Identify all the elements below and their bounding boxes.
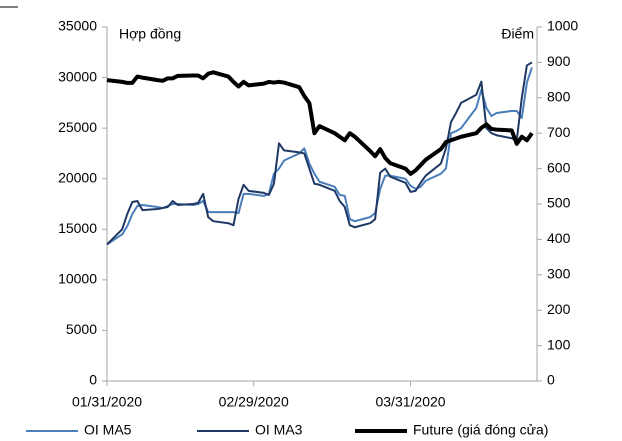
y-tick-label: 30000 bbox=[58, 68, 97, 84]
legend-label: OI MA3 bbox=[255, 422, 303, 438]
y2-tick-label: 1000 bbox=[547, 18, 578, 34]
y-tick-label: 0 bbox=[89, 372, 97, 388]
y-tick-label: 35000 bbox=[58, 18, 97, 34]
y2-tick-label: 900 bbox=[547, 53, 571, 69]
y2-tick-label: 0 bbox=[547, 372, 555, 388]
legend-label: OI MA5 bbox=[84, 422, 132, 438]
y-tick-label: 25000 bbox=[58, 119, 97, 135]
x-tick-label: 01/31/2020 bbox=[72, 394, 142, 410]
y-tick-label: 20000 bbox=[58, 169, 97, 185]
y2-tick-label: 200 bbox=[547, 301, 571, 317]
series-line bbox=[106, 70, 534, 176]
y-tick-label: 5000 bbox=[66, 321, 97, 337]
y2-tick-label: 500 bbox=[547, 195, 571, 211]
y2-axis-label: Điểm bbox=[501, 26, 534, 42]
y-tick-label: 10000 bbox=[58, 271, 97, 287]
y-tick-label: 15000 bbox=[58, 220, 97, 236]
y2-tick-label: 100 bbox=[547, 336, 571, 352]
y-axis-label: Hợp đồng bbox=[119, 26, 181, 42]
legend-label: Future (giá đóng cửa) bbox=[413, 422, 548, 438]
y2-tick-label: 300 bbox=[547, 266, 571, 282]
series-line bbox=[106, 61, 533, 246]
y2-tick-label: 700 bbox=[547, 124, 571, 140]
series-line bbox=[106, 67, 533, 246]
y2-tick-label: 600 bbox=[547, 159, 571, 175]
y2-tick-label: 800 bbox=[547, 89, 571, 105]
y2-tick-label: 400 bbox=[547, 230, 571, 246]
x-tick-label: 02/29/2020 bbox=[219, 394, 289, 410]
x-tick-label: 03/31/2020 bbox=[375, 394, 445, 410]
